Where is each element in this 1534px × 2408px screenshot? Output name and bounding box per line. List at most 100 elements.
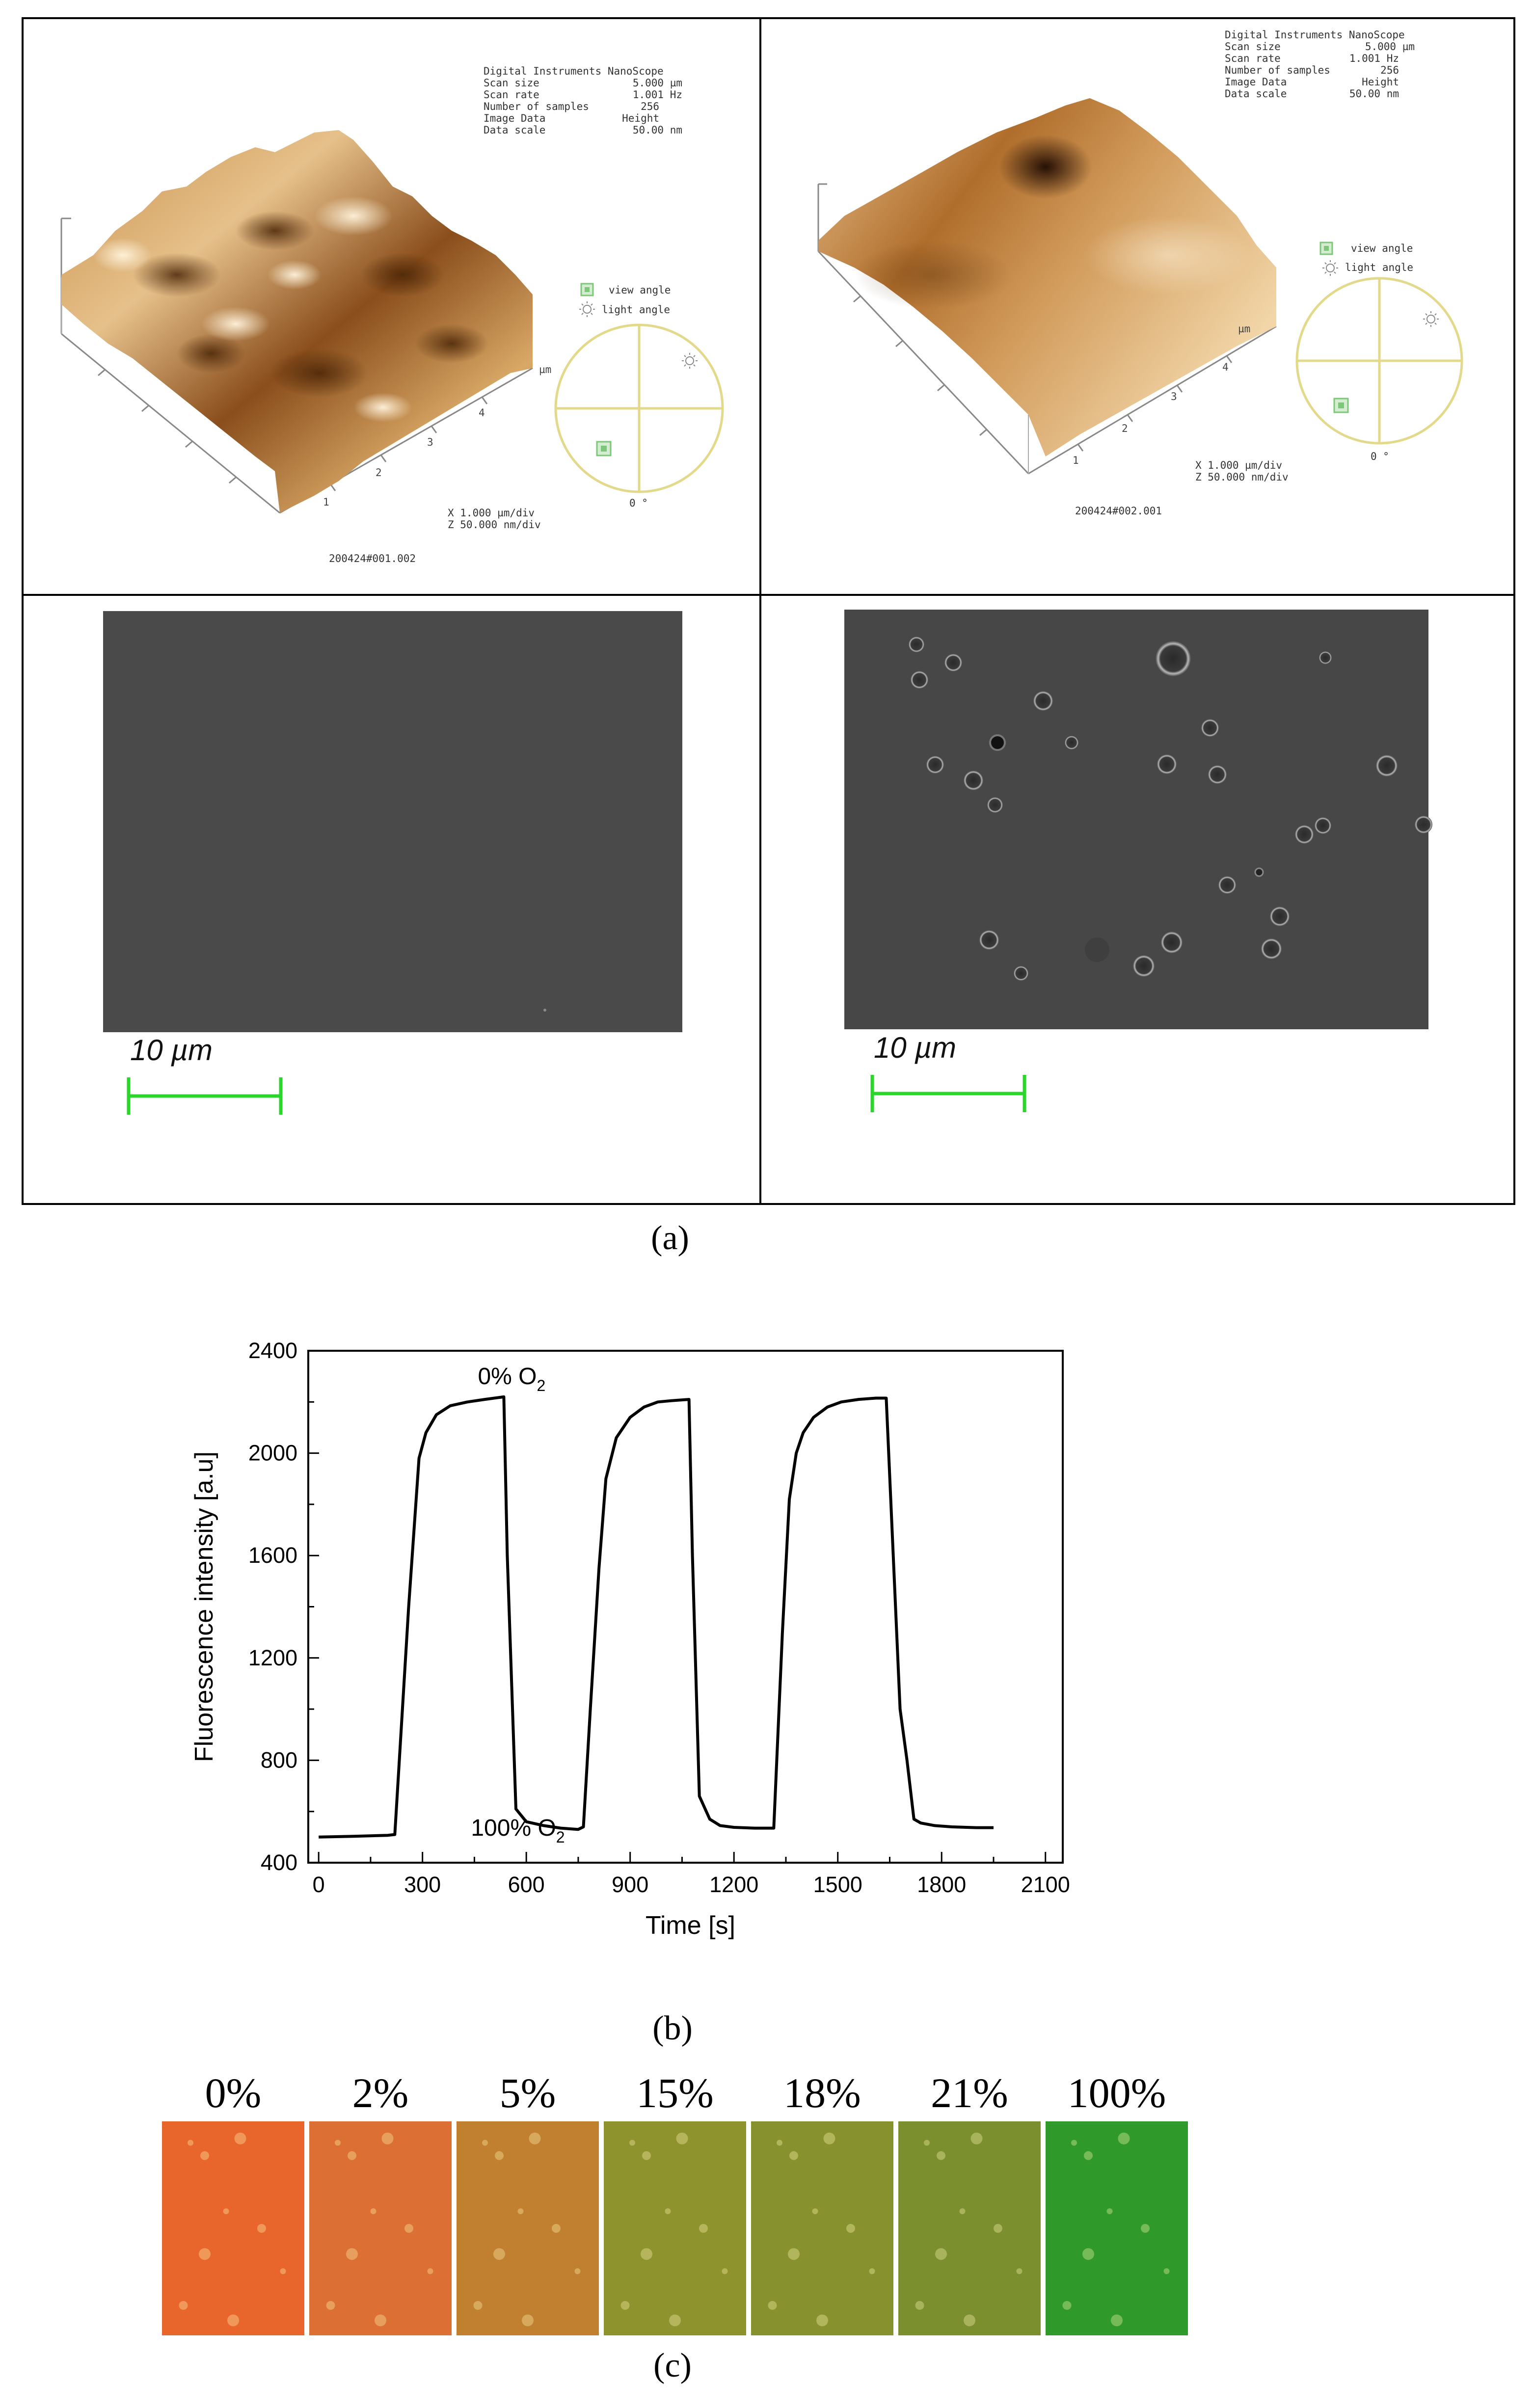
x-tick-label: 900	[612, 1872, 648, 1897]
pore	[1133, 955, 1155, 977]
afm-left-peak-4	[353, 393, 412, 422]
tile-speckle	[1062, 2301, 1072, 2310]
pore	[964, 771, 983, 790]
afm-left-info-label: Digital Instruments NanoScope	[484, 65, 664, 77]
pore	[1415, 816, 1432, 833]
afm-left-info-value: 50.00 nm	[633, 124, 682, 136]
pore	[1376, 755, 1398, 776]
plot-frame	[307, 1350, 1064, 1864]
panel-a: 1 2 3 4 µm Digital Instruments NanoScope…	[22, 17, 1515, 1257]
afm-left-info-label: Image Data	[484, 112, 545, 124]
tile-speckle	[404, 2224, 413, 2233]
x-tick-label: 0	[313, 1872, 325, 1897]
afm-right-info-value: 1.001 Hz	[1349, 53, 1399, 64]
color-tile	[1046, 2121, 1188, 2335]
tile-speckle	[1106, 2208, 1113, 2215]
afm-left-info-value: 256	[641, 101, 659, 112]
afm-left-scale-x: X 1.000 µm/div	[448, 507, 535, 519]
pore	[909, 637, 924, 652]
afm-right-tick-label: 3	[1171, 391, 1177, 402]
tile-speckle	[495, 2151, 504, 2160]
afm-right-axis-tick-labels: 1 2 3 4 µm	[1073, 323, 1250, 466]
afm-right-info-label: Image Data	[1225, 76, 1287, 88]
sem-right-scale-bar	[870, 1075, 1026, 1112]
y-tick-label: 800	[261, 1747, 297, 1772]
tile-speckle	[517, 2208, 524, 2215]
tile-speckle	[722, 2268, 728, 2274]
pore	[1218, 876, 1236, 894]
view-angle-marker	[596, 441, 612, 456]
panel-b: 400 800 1200 1600 2000 2400 0 300 600 900 1200 1500…	[190, 1338, 1070, 2047]
x-tick-label: 1800	[917, 1872, 966, 1897]
pore	[1157, 754, 1177, 774]
sem-image-right: 10 µm	[844, 610, 1432, 1112]
oxygen-percent-label: 18%	[783, 2069, 861, 2116]
afm-right-y-axis-ticks	[1077, 355, 1233, 452]
view-angle-marker-core	[1338, 402, 1344, 408]
afm-right-scale-info: X 1.000 µm/div Z 50.000 nm/div 200424#00…	[1075, 459, 1289, 517]
pore-dark	[989, 734, 1006, 751]
sem-image-left: 10 µm	[103, 611, 682, 1115]
tile-speckle	[665, 2208, 671, 2215]
pore	[1315, 817, 1331, 834]
panel-b-caption: (b)	[652, 2009, 693, 2047]
tile-speckle	[1016, 2268, 1023, 2274]
tile-speckle	[629, 2140, 635, 2146]
view-angle-label: view angle	[609, 284, 671, 296]
afm-left-info-label: Data scale	[484, 124, 545, 136]
pore	[1065, 736, 1078, 749]
tile-speckle	[812, 2208, 818, 2215]
fluorescence-chart: 400 800 1200 1600 2000 2400 0 300 600 900 1200 1500…	[190, 1338, 1070, 1940]
tile-speckle	[179, 2301, 188, 2310]
afm-left-valley-2	[236, 211, 314, 250]
light-angle-icon	[1322, 260, 1338, 276]
tile-speckle	[335, 2140, 341, 2146]
x-tick-label: 2100	[1021, 1872, 1070, 1897]
afm-right-info-label: Scan size	[1225, 41, 1281, 53]
tile-speckle	[1118, 2132, 1130, 2144]
light-angle-label: light angle	[1345, 262, 1413, 273]
tile-speckle	[816, 2314, 828, 2327]
tile-speckle	[994, 2224, 1002, 2233]
tile-speckle	[552, 2224, 561, 2233]
panel-a-frame	[22, 17, 1515, 1205]
afm-left-peak-2	[314, 196, 393, 236]
afm-right-scale-z: Z 50.000 nm/div	[1195, 471, 1289, 483]
tile-speckle	[1082, 2248, 1094, 2260]
afm-left-info-block: Digital Instruments NanoScope Scan size …	[484, 65, 682, 136]
pore	[1270, 907, 1290, 926]
tile-speckle	[326, 2301, 335, 2310]
fluorescence-series-line	[319, 1395, 994, 1839]
tile-speckle	[227, 2314, 239, 2327]
tile-speckle	[620, 2301, 630, 2310]
y-tick-label: 2400	[248, 1338, 297, 1363]
tile-speckle	[346, 2248, 358, 2260]
afm-right-x-axis	[817, 250, 1029, 475]
pore-faint	[1085, 937, 1109, 962]
afm-right-tick-label: 4	[1222, 361, 1229, 373]
tile-speckle	[234, 2132, 246, 2144]
afm-right-x-axis-ticks	[853, 295, 987, 436]
tile-speckle	[188, 2140, 193, 2146]
tile-speckle	[924, 2140, 930, 2146]
tile-speckle	[970, 2132, 983, 2144]
afm-right-shadow	[854, 241, 1011, 309]
tile-speckle	[669, 2314, 681, 2327]
afm-left-valley-6	[415, 324, 488, 363]
view-angle-label: view angle	[1351, 242, 1413, 254]
tile-speckle	[1163, 2268, 1170, 2274]
tile-speckle	[522, 2314, 534, 2327]
afm-left-file-id: 200424#001.002	[329, 553, 416, 564]
pore	[1201, 719, 1219, 737]
tile-speckle	[869, 2268, 875, 2274]
x-axis-label: Time [s]	[646, 1911, 735, 1940]
y-tick-label: 1200	[248, 1645, 297, 1670]
afm-left-info-value: 1.001 Hz	[633, 89, 682, 101]
oxygen-percent-label: 100%	[1068, 2069, 1166, 2116]
afm-left-info-label: Scan size	[484, 77, 539, 89]
afm-image-right: 1 2 3 4 µm Digital Instruments NanoScope…	[817, 29, 1463, 517]
afm-right-surface	[818, 98, 1276, 456]
angle-dial-zero: 0 °	[1371, 451, 1389, 462]
color-tile	[162, 2121, 304, 2335]
tile-speckle	[348, 2151, 356, 2160]
